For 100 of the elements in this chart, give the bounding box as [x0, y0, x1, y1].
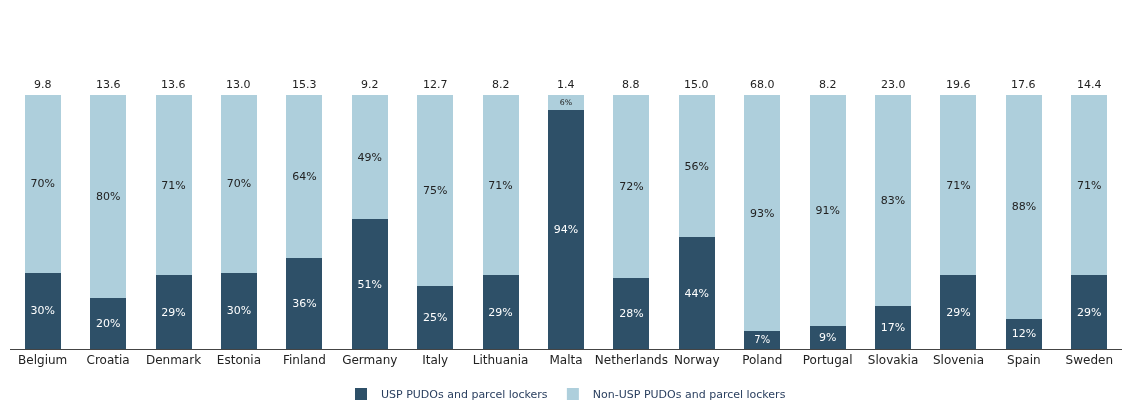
- data-label: 7%: [754, 334, 771, 346]
- x-tick-label: Sweden: [1065, 353, 1113, 368]
- text: 23.0: [881, 78, 906, 91]
- data-label: 70%: [30, 177, 55, 191]
- data-label: 20%: [95, 317, 121, 331]
- bar: [940, 275, 977, 349]
- data-label: 29%: [1077, 305, 1102, 319]
- text: 17.6: [1011, 78, 1036, 91]
- bar: [24, 95, 61, 273]
- bar: [220, 272, 257, 349]
- x-tick-label: Estonia: [216, 353, 262, 368]
- x-tick-label: Denmark: [145, 353, 202, 368]
- text: 9.2: [361, 78, 379, 91]
- bar: [1071, 275, 1108, 349]
- bar: [351, 219, 388, 349]
- bar: [875, 305, 912, 349]
- data-label: 12%: [1011, 327, 1037, 341]
- bar: [744, 95, 781, 332]
- text: 8.8: [622, 78, 640, 91]
- data-label: 80%: [95, 190, 121, 204]
- bar: [482, 275, 519, 349]
- text: 1.4: [557, 78, 575, 91]
- text: 9.8: [34, 78, 52, 91]
- data-label: 28%: [619, 306, 644, 320]
- bar: [613, 95, 650, 278]
- bar: [875, 95, 912, 306]
- data-label: 29%: [161, 305, 186, 319]
- data-label: 71%: [946, 178, 971, 192]
- data-label: 56%: [684, 159, 710, 173]
- bar: [286, 257, 323, 349]
- data-label: 44%: [684, 286, 710, 300]
- text: 19.6: [946, 78, 971, 91]
- x-tick-label: Malta: [549, 353, 583, 368]
- data-label: 88%: [1011, 200, 1037, 214]
- data-label: 30%: [226, 304, 252, 318]
- bar: [286, 95, 323, 258]
- x-tick-label: Italy: [422, 353, 449, 368]
- data-label: 9%: [818, 331, 837, 345]
- bar: [1005, 95, 1042, 319]
- x-tick-label: Slovakia: [867, 353, 919, 368]
- bar: [90, 298, 127, 349]
- text: 12.7: [423, 78, 448, 91]
- bar: [678, 95, 715, 238]
- x-tick-label: Poland: [742, 353, 783, 368]
- data-label: 17%: [880, 320, 906, 334]
- text: 68.0: [750, 78, 775, 91]
- text: 13.6: [96, 78, 121, 91]
- data-label: 72%: [619, 179, 644, 193]
- bar: [1071, 95, 1108, 276]
- text: 15.0: [684, 78, 709, 91]
- x-tick-label: Belgium: [18, 353, 68, 368]
- bar: [940, 95, 977, 276]
- data-label: 49%: [357, 150, 382, 164]
- data-label: 30%: [30, 304, 55, 318]
- bar: [351, 95, 388, 220]
- data-label: 64%: [292, 169, 317, 183]
- data-label: 71%: [161, 178, 186, 192]
- bar: [24, 272, 61, 349]
- x-tick-label: Slovenia: [932, 353, 985, 368]
- data-label: 29%: [488, 305, 513, 319]
- bar: [220, 95, 257, 273]
- bar: [613, 277, 650, 349]
- data-label: 71%: [1077, 178, 1102, 192]
- data-label: 29%: [946, 305, 971, 319]
- data-label: 25%: [422, 310, 448, 324]
- text: 14.4: [1077, 78, 1102, 91]
- bar: [744, 331, 781, 349]
- x-tick-label: Croatia: [86, 353, 130, 368]
- bar: [417, 95, 454, 286]
- data-label: 70%: [226, 177, 252, 191]
- x-tick-label: Lithuania: [472, 353, 529, 368]
- data-label: 75%: [422, 183, 448, 197]
- bar: [155, 275, 192, 349]
- bar: [482, 95, 519, 276]
- bar: [417, 285, 454, 349]
- text: 15.3: [292, 78, 317, 91]
- data-label: 71%: [488, 178, 513, 192]
- x-tick-label: Norway: [674, 353, 720, 368]
- x-tick-label: Finland: [282, 353, 326, 368]
- data-label: 51%: [357, 277, 382, 291]
- legend-label: USP PUDOs and parcel lockers: [381, 388, 548, 402]
- data-label: 93%: [750, 206, 775, 220]
- bar: [548, 110, 584, 349]
- bar: [155, 95, 192, 276]
- text: 8.2: [819, 78, 837, 91]
- text: 8.2: [492, 78, 510, 91]
- data-label: 36%: [292, 296, 317, 310]
- legend-label: Non-USP PUDOs and parcel lockers: [592, 388, 786, 402]
- x-tick-label: Netherlands: [594, 353, 668, 368]
- x-tick-label: Portugal: [802, 353, 853, 368]
- x-tick-label: Germany: [342, 353, 398, 368]
- text: 13.6: [161, 78, 186, 91]
- bar: [90, 95, 127, 299]
- data-label: 94%: [553, 223, 579, 237]
- bar: [809, 326, 846, 349]
- x-tick-label: Spain: [1007, 353, 1041, 368]
- bar: [809, 95, 846, 327]
- data-label: 91%: [815, 204, 840, 218]
- data-label: 83%: [880, 193, 906, 207]
- bar: [678, 237, 715, 349]
